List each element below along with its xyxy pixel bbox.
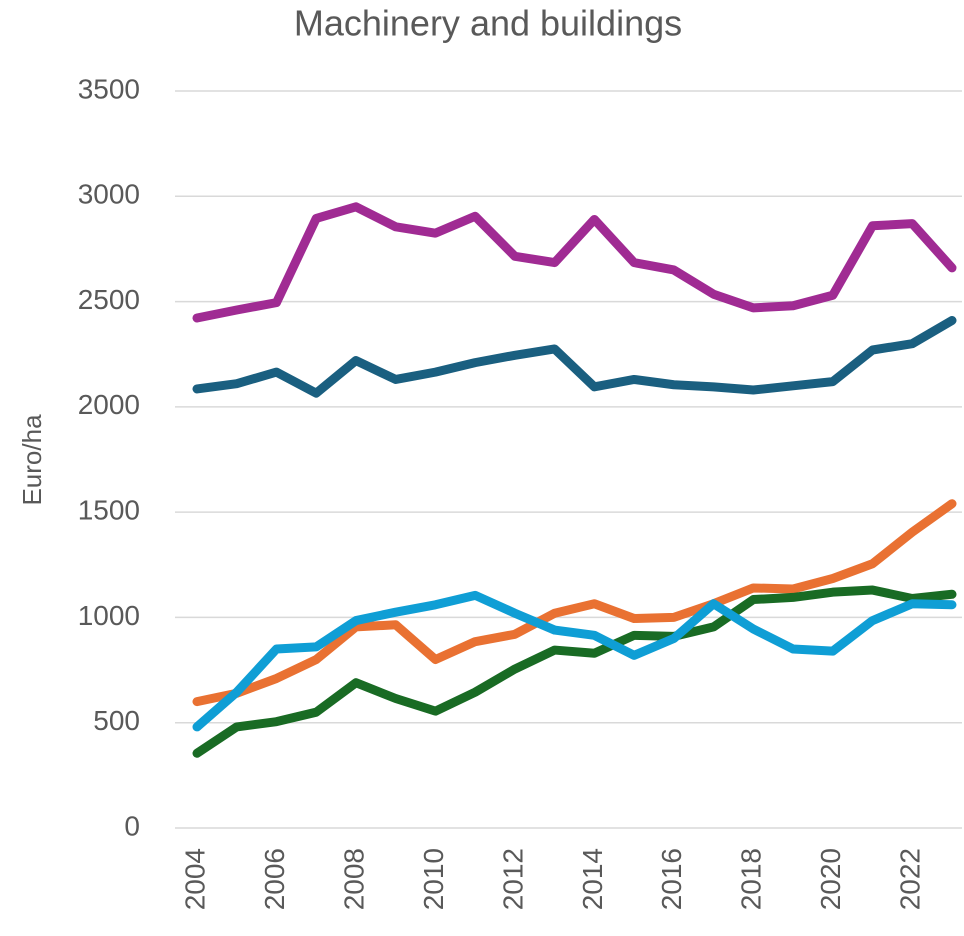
x-tick-label: 2020	[815, 848, 846, 910]
x-tick-label: 2018	[736, 848, 767, 910]
y-tick-label: 1000	[78, 600, 140, 631]
y-tick-label: 3500	[78, 73, 140, 104]
chart-title: Machinery and buildings	[294, 3, 682, 44]
x-tick-label: 2004	[179, 848, 210, 910]
x-tick-label: 2010	[418, 848, 449, 910]
y-tick-label: 2000	[78, 389, 140, 420]
y-tick-label: 2500	[78, 284, 140, 315]
x-tick-label: 2022	[895, 848, 926, 910]
series-line	[192, 585, 957, 758]
y-axis-label: Euro/ha	[17, 414, 47, 506]
series-line	[192, 499, 957, 707]
y-tick-label: 3000	[78, 179, 140, 210]
y-tick-label: 0	[124, 810, 140, 841]
x-tick-label: 2016	[656, 848, 687, 910]
x-tick-label: 2012	[497, 848, 528, 910]
x-tick-label: 2014	[577, 848, 608, 910]
series-line	[192, 590, 957, 732]
series-line	[192, 202, 957, 323]
x-tick-label: 2006	[259, 848, 290, 910]
series-line	[192, 316, 957, 398]
y-tick-label: 500	[93, 705, 140, 736]
y-tick-label: 1500	[78, 495, 140, 526]
x-tick-label: 2008	[338, 848, 369, 910]
